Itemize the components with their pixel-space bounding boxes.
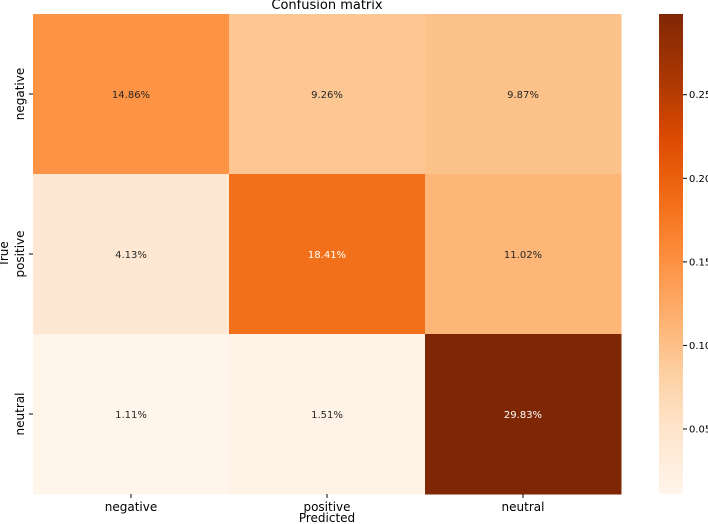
x-tick-label-2: neutral bbox=[502, 500, 545, 514]
x-tick-label-0: negative bbox=[105, 500, 157, 514]
colorbar-tick-label-4: 0.25 bbox=[689, 90, 708, 101]
heatmap-cell-1-1 bbox=[229, 174, 426, 335]
cell-label-1-2: 11.02% bbox=[504, 250, 542, 261]
y-tick-label-0: negative bbox=[13, 68, 27, 120]
colorbar-tick-label-0: 0.05 bbox=[689, 424, 708, 435]
y-tick-labels: negative positive neutral bbox=[13, 68, 33, 436]
heatmap-cell-2-2 bbox=[425, 334, 622, 495]
heatmap-cell-1-2 bbox=[425, 174, 622, 335]
heatmap-cell-2-1 bbox=[229, 334, 426, 495]
x-tick-label-1: positive bbox=[303, 500, 350, 514]
x-tick-labels: negative positive neutral bbox=[105, 494, 545, 514]
heatmap-cell-0-2 bbox=[425, 14, 622, 175]
y-tick-label-1: positive bbox=[13, 230, 27, 277]
cell-label-0-1: 9.26% bbox=[311, 90, 343, 101]
colorbar-tick-label-2: 0.15 bbox=[689, 257, 708, 268]
heatmap-cells: 14.86% 9.26% 9.87% 4.13% 18.41% 11.02% 1.11% 1.… bbox=[33, 14, 622, 495]
cell-label-0-0: 14.86% bbox=[112, 90, 150, 101]
cell-label-2-0: 1.11% bbox=[115, 410, 147, 421]
y-tick-label-2: neutral bbox=[13, 393, 27, 436]
colorbar-tick-label-3: 0.20 bbox=[689, 174, 708, 185]
heatmap-cell-0-1 bbox=[229, 14, 426, 175]
cell-label-1-1: 18.41% bbox=[308, 250, 346, 261]
heatmap-cell-2-0 bbox=[33, 334, 230, 495]
chart-title: Confusion matrix bbox=[271, 0, 382, 13]
colorbar-ticks: 0.05 0.10 0.15 0.20 0.25 bbox=[683, 90, 708, 435]
colorbar-tick-label-1: 0.10 bbox=[689, 341, 708, 352]
heatmap-cell-0-0 bbox=[33, 14, 230, 175]
cell-label-2-2: 29.83% bbox=[504, 410, 542, 421]
cell-label-2-1: 1.51% bbox=[311, 410, 343, 421]
x-axis-label: Predicted bbox=[299, 511, 355, 524]
cell-label-0-2: 9.87% bbox=[507, 90, 539, 101]
cell-label-1-0: 4.13% bbox=[115, 250, 147, 261]
heatmap-cell-1-0 bbox=[33, 174, 230, 335]
colorbar bbox=[659, 14, 683, 494]
y-axis-label: True bbox=[0, 241, 11, 268]
